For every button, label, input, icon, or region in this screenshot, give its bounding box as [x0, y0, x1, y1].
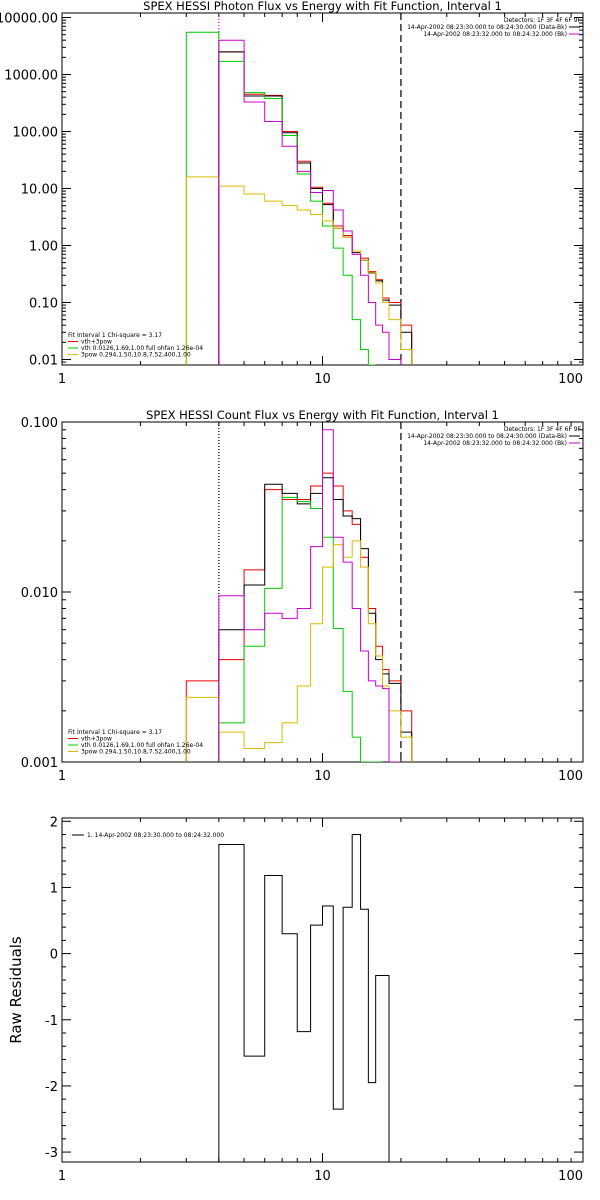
series-bk: [218, 429, 401, 762]
series-3pow: [185, 540, 413, 762]
fit-legend-label: 3pow 0.294,1.50,10.8,7.52,400,1.00: [81, 352, 191, 359]
series-vth: [185, 31, 376, 365]
series-bk: [218, 39, 402, 365]
y-tick-label: -1: [45, 1014, 58, 1029]
x-tick-label: 100: [558, 372, 583, 387]
y-tick-label: 0.001: [21, 756, 58, 771]
series-vth-3pow: [218, 51, 413, 365]
y-tick-label: 0.01: [29, 353, 58, 368]
plot-frame: [61, 817, 584, 1163]
x-tick-label: 100: [558, 769, 583, 784]
y-tick-label: 10000.00: [0, 12, 58, 27]
x-tick-label: 1: [58, 769, 66, 784]
fit-summary: Fit Interval 1 Chi-square = 3.17: [68, 332, 162, 339]
series-residual: [218, 834, 390, 1162]
series-3pow: [185, 176, 413, 365]
fit-legend-label: vth+3pow: [81, 736, 112, 743]
detector-label: Detectors: 1F 3F 4F 6F 9F: [504, 426, 582, 433]
chart-title: SPEX HESSI Photon Flux vs Energy with Fi…: [143, 0, 502, 13]
fit-legend-label: vth+3pow: [81, 339, 112, 346]
x-tick-label: 100: [558, 1169, 583, 1184]
fit-summary: Fit Interval 1 Chi-square = 3.17: [68, 729, 162, 736]
photon-flux-panel: SPEX HESSI Photon Flux vs Energy with Fi…: [0, 0, 584, 387]
y-tick-label: 10.00: [21, 182, 58, 197]
detector-label: Detectors: 1F 3F 4F 6F 9F: [504, 17, 582, 24]
y-axis-label: Raw Residuals: [7, 936, 25, 1044]
series-vth-3pow: [185, 472, 413, 762]
header-legend-label: 14-Apr-2002 08:23:30.000 to 08:24:30.000…: [407, 24, 567, 31]
chart-title: SPEX HESSI Count Flux vs Energy with Fit…: [146, 408, 499, 422]
residuals-panel: 1 10 100 -3 -2 -1 0 1 2 Raw Residuals 1. 14-Apr-20…: [7, 815, 584, 1184]
y-tick-label: 1.00: [29, 239, 58, 254]
fit-legend-label: 3pow 0.294,1.50,10.8,7.52,400,1.00: [81, 749, 191, 756]
header-legend-label: 14-Apr-2002 08:23:32.000 to 08:24:32.000…: [423, 440, 567, 447]
series-data-bk: [218, 51, 413, 365]
header-legend-label: 14-Apr-2002 08:23:32.000 to 08:24:32.000…: [423, 31, 567, 38]
x-tick-label: 10: [314, 769, 331, 784]
x-tick-label: 1: [58, 372, 66, 387]
count-flux-panel: SPEX HESSI Count Flux vs Energy with Fit…: [21, 408, 584, 784]
x-tick-label: 10: [314, 372, 331, 387]
fit-legend-label: vth 0.0126,1.69,1.00 full ohfan 1.26e-04: [81, 742, 203, 749]
x-tick-label: 10: [314, 1169, 331, 1184]
fit-legend-label: vth 0.0126,1.69,1.00 full ohfan 1.26e-04: [81, 345, 203, 352]
y-tick-label: 0.010: [21, 586, 58, 601]
y-tick-label: 0.10: [29, 296, 58, 311]
header-legend-label: 14-Apr-2002 08:23:30.000 to 08:24:30.000…: [407, 433, 567, 440]
y-tick-label: 1: [50, 881, 58, 896]
y-tick-label: 1000.00: [4, 69, 58, 84]
series-data-bk: [218, 477, 413, 762]
y-tick-label: -3: [45, 1146, 58, 1161]
y-tick-label: 100.00: [13, 126, 59, 141]
y-tick-label: 0.100: [21, 416, 58, 431]
legend-label: 1. 14-Apr-2002 08:23:30.000 to 08:24:32.…: [87, 832, 224, 839]
y-tick-label: 2: [50, 815, 58, 830]
y-tick-label: 0: [50, 948, 58, 963]
x-tick-label: 1: [58, 1169, 66, 1184]
y-tick-label: -2: [45, 1080, 58, 1095]
